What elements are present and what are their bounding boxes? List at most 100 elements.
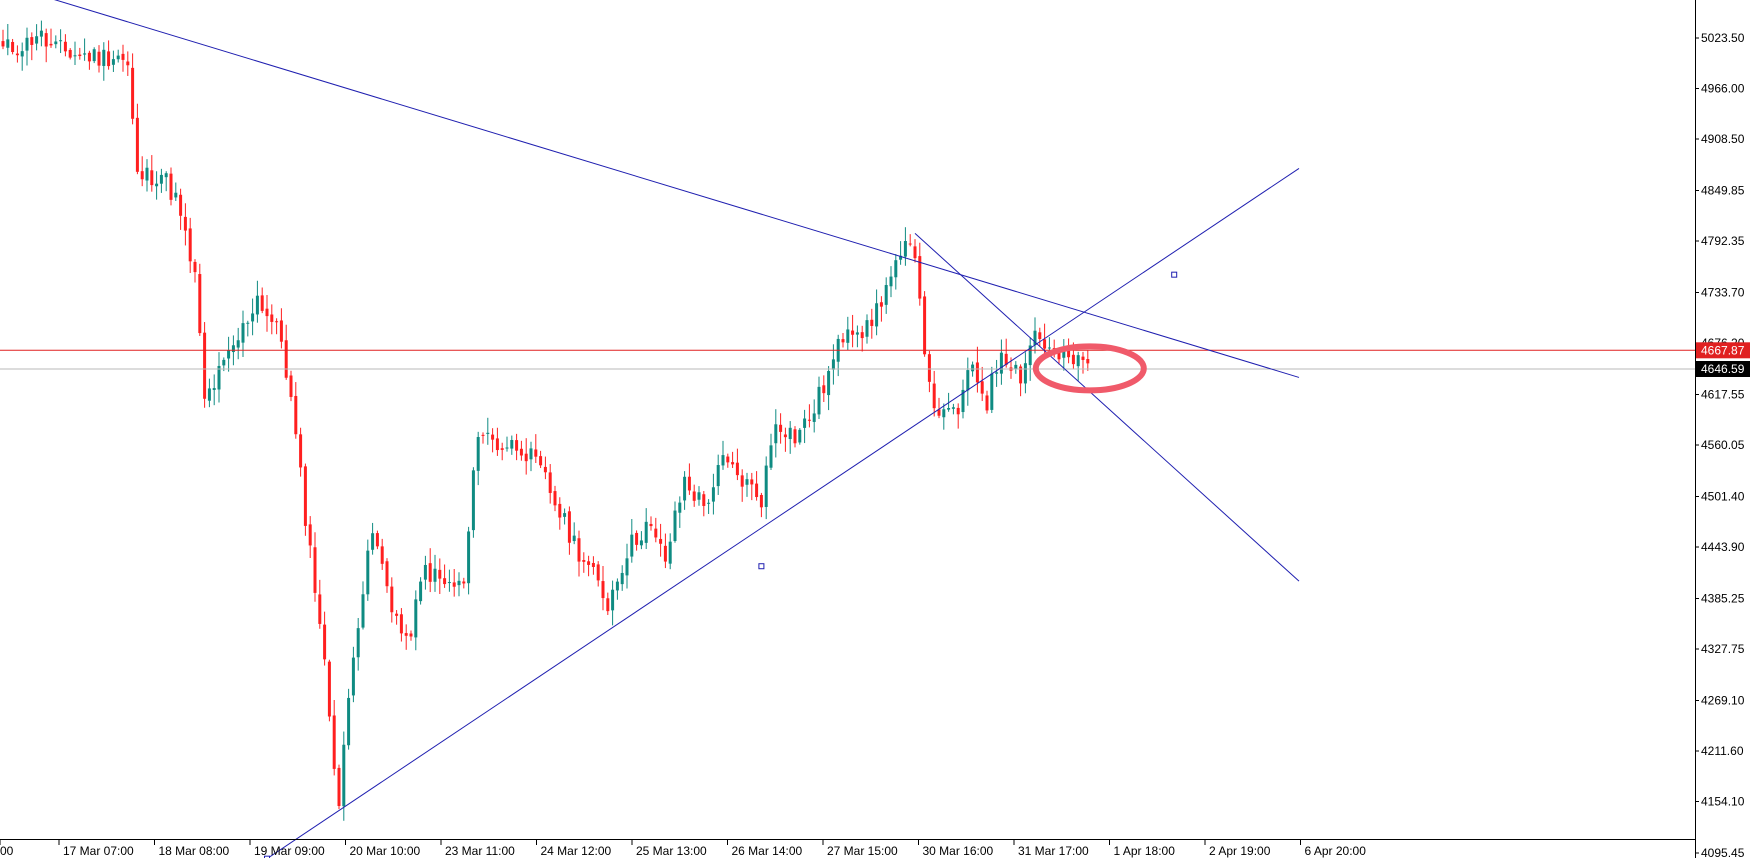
candle — [927, 351, 931, 393]
candle — [855, 325, 859, 348]
candle-body — [567, 511, 571, 543]
candle-body — [855, 332, 859, 335]
candle-body — [188, 228, 192, 262]
candle — [54, 35, 58, 49]
candle-body — [927, 354, 931, 382]
candle-body — [606, 598, 610, 612]
y-tick-label: 4617.55 — [1701, 387, 1745, 401]
candle-body — [299, 434, 303, 468]
candle — [471, 467, 475, 538]
candle — [361, 581, 365, 630]
candle-body — [1076, 355, 1080, 367]
candle-body — [961, 389, 965, 413]
candle — [35, 24, 39, 51]
y-tick-label: 4966.00 — [1701, 81, 1745, 95]
candle-body — [726, 456, 730, 463]
trendline-anchor — [1171, 271, 1178, 278]
candle — [126, 51, 130, 76]
candle — [193, 259, 197, 283]
candle — [404, 624, 408, 650]
candle-body — [1086, 359, 1090, 364]
candle-body — [107, 51, 111, 67]
candle-body — [798, 429, 802, 443]
candle — [942, 403, 946, 430]
candle — [937, 397, 941, 419]
candle — [558, 497, 562, 530]
candle — [615, 578, 619, 600]
candle-body — [841, 339, 845, 343]
candle — [582, 552, 586, 573]
candle — [865, 314, 869, 344]
candle-body — [1, 41, 5, 47]
candle-body — [111, 59, 115, 65]
candle — [711, 473, 715, 515]
candle — [822, 375, 826, 403]
candle — [548, 464, 552, 504]
candle — [284, 324, 288, 380]
candle — [635, 530, 639, 551]
candle — [351, 646, 355, 703]
highlight-group — [1032, 343, 1147, 394]
candle — [73, 41, 77, 65]
candle-body — [20, 51, 24, 57]
candle — [740, 469, 744, 502]
candle — [803, 409, 807, 444]
candle-body — [779, 424, 783, 432]
candle-body — [937, 409, 941, 416]
candle — [15, 45, 19, 63]
candle — [59, 29, 63, 54]
trendline — [54, 0, 1300, 378]
candle — [486, 417, 490, 445]
candle — [380, 538, 384, 570]
candle-body — [92, 49, 96, 62]
candle — [980, 366, 984, 402]
candle-body — [879, 302, 883, 307]
candle-body — [275, 321, 279, 323]
candle-body — [347, 697, 351, 746]
candle-body — [995, 372, 999, 374]
candle-body — [793, 429, 797, 444]
candle-body — [97, 51, 101, 66]
trendlines-group[interactable] — [3, 0, 1300, 862]
candle-body — [582, 560, 586, 562]
candle-body — [380, 546, 384, 564]
candle — [519, 440, 523, 461]
candle — [827, 366, 831, 411]
x-tick-label: 26 Mar 14:00 — [732, 844, 803, 858]
candle-body — [294, 395, 298, 435]
candle — [620, 565, 624, 591]
candle — [908, 234, 912, 247]
candle-body — [1033, 330, 1037, 346]
candle-body — [284, 340, 288, 378]
candle-body — [476, 437, 480, 471]
candle-body — [947, 408, 951, 410]
candle-body — [6, 39, 10, 48]
candle — [1, 29, 5, 50]
candle-body — [635, 532, 639, 545]
candle — [155, 171, 159, 200]
candle-body — [678, 502, 682, 513]
candle — [217, 352, 221, 403]
candle — [577, 530, 581, 577]
candle-body — [999, 352, 1003, 374]
candle — [270, 304, 274, 335]
candle-body — [1004, 353, 1008, 365]
candle-body — [35, 36, 39, 44]
candle-body — [860, 332, 864, 339]
candle — [428, 548, 432, 593]
candle — [846, 316, 850, 351]
candle-body — [740, 475, 744, 487]
candle — [198, 263, 202, 336]
candles-group — [1, 20, 1090, 821]
candle — [812, 399, 816, 433]
candle-body — [1019, 366, 1023, 384]
candle — [1033, 317, 1037, 354]
candle-body — [87, 52, 91, 62]
candle — [68, 48, 72, 60]
candle — [515, 433, 519, 461]
candle — [735, 448, 739, 481]
candle-body — [539, 456, 543, 466]
candle — [294, 382, 298, 439]
